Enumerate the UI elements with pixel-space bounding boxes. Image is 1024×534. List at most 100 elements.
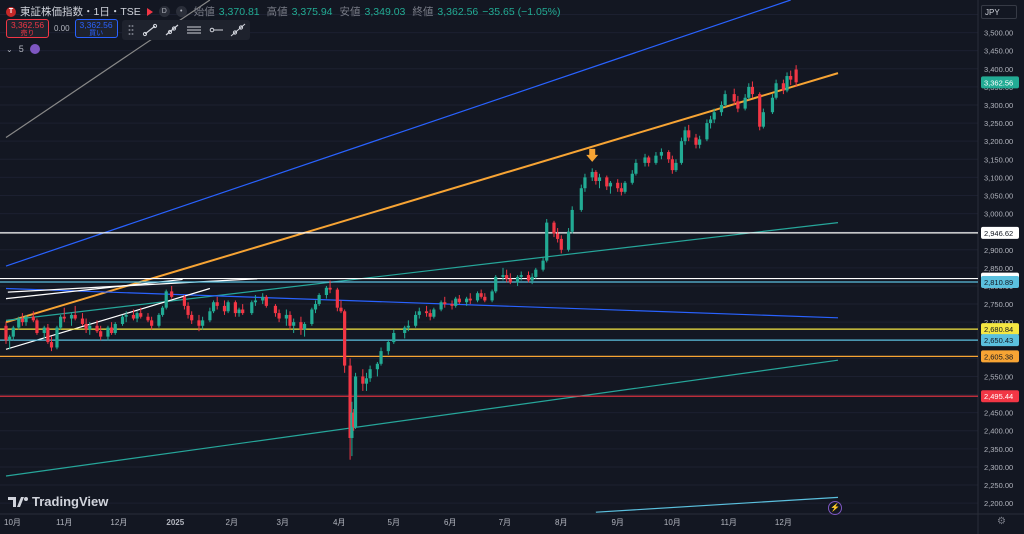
flag-icon[interactable] xyxy=(146,7,153,16)
price-label-text: 2,946.62 xyxy=(984,229,1013,238)
candle-body xyxy=(541,260,545,270)
horizontal-ray-icon[interactable] xyxy=(208,22,224,38)
change-value: −35.65 (−1.05%) xyxy=(482,5,561,18)
price-tick-label: 3,250.00 xyxy=(984,119,1013,128)
candle-body xyxy=(654,155,658,163)
price-label-badge xyxy=(981,390,1019,403)
candle-body xyxy=(501,275,505,277)
trendline xyxy=(5,287,211,350)
candle-body xyxy=(468,298,472,301)
candle-body xyxy=(392,333,396,343)
time-tick-label: 7月 xyxy=(499,518,511,527)
candle-body xyxy=(160,307,165,315)
candle-body xyxy=(62,316,66,319)
candle-body xyxy=(352,412,356,428)
time-tick-label: 10月 xyxy=(4,518,21,527)
candle-body xyxy=(643,157,647,163)
candle-body xyxy=(343,311,347,366)
candle-body xyxy=(375,363,379,370)
time-tick-label: 11月 xyxy=(721,518,737,527)
candle-body xyxy=(556,233,560,239)
candle-body xyxy=(348,365,352,438)
trade-panel: 3,362.56 売り 0.00 3,362.56 買い xyxy=(6,19,118,38)
candle-body xyxy=(99,331,103,337)
candle-body xyxy=(630,173,634,183)
candle-body xyxy=(197,320,201,326)
time-tick-label: 2月 xyxy=(226,518,238,527)
drag-handle-icon[interactable] xyxy=(126,22,136,38)
currency-select[interactable]: JPY xyxy=(981,5,1017,19)
chevron-down-icon[interactable]: ⌄ xyxy=(6,44,13,54)
candle-body xyxy=(406,325,410,328)
candle-body xyxy=(526,275,531,281)
indicator-icon[interactable] xyxy=(29,44,40,54)
candle-body xyxy=(233,302,237,314)
candle-body xyxy=(583,177,587,189)
price-label-text: 3,362.56 xyxy=(984,78,1013,87)
candle-body xyxy=(659,152,664,156)
candle-body xyxy=(113,323,117,334)
candle-body xyxy=(35,320,39,334)
extended-line-icon[interactable] xyxy=(230,22,246,38)
indicator-count[interactable]: 5 xyxy=(18,44,24,54)
candle-body xyxy=(164,291,168,308)
close-value: 3,362.56 xyxy=(437,5,479,18)
candle-body xyxy=(190,314,194,321)
candle-body xyxy=(361,376,365,384)
candle-body xyxy=(226,302,230,312)
parallel-channel-icon[interactable] xyxy=(186,22,202,38)
candle-body xyxy=(131,314,136,319)
candle-body xyxy=(712,112,716,120)
sell-button[interactable]: 3,362.56 売り xyxy=(6,19,49,38)
candle-body xyxy=(277,313,281,319)
candle-body xyxy=(534,269,538,277)
low-value: 3,349.03 xyxy=(364,5,406,18)
candle-body xyxy=(24,316,28,323)
candle-body xyxy=(619,188,623,192)
ray-icon[interactable] xyxy=(164,22,180,38)
price-tick-label: 3,100.00 xyxy=(984,173,1013,182)
price-tick-label: 2,700.00 xyxy=(984,318,1013,327)
options-dot-icon[interactable]: • xyxy=(175,6,187,17)
candle-body xyxy=(723,94,727,105)
price-label-badge xyxy=(981,323,1019,336)
candle-body xyxy=(508,278,512,283)
candle-body xyxy=(457,298,461,303)
trend-line-icon[interactable] xyxy=(142,22,158,38)
candle-body xyxy=(284,314,288,319)
candle-body xyxy=(353,376,358,428)
time-tick-label: 6月 xyxy=(444,518,456,527)
time-tick-label: 12月 xyxy=(110,518,127,527)
high-label: 高値 xyxy=(266,6,288,18)
symbol-title[interactable]: 東証株価指数・1日・TSE xyxy=(20,6,141,18)
lightning-icon[interactable]: ⚡ xyxy=(828,501,842,515)
price-axis: 2,200.00 2,250.00 2,300.00 2,350.00 2,400.00… xyxy=(981,10,1019,508)
candle-body xyxy=(17,318,21,328)
buy-button[interactable]: 3,362.56 買い xyxy=(74,19,118,38)
price-label-text: 2,650.43 xyxy=(984,336,1013,345)
candle-body xyxy=(428,313,432,317)
price-label-badge xyxy=(981,76,1019,89)
candle-body xyxy=(403,327,407,334)
tradingview-logo: TradingView xyxy=(8,494,108,509)
candle-body xyxy=(608,182,613,187)
gear-icon[interactable]: ⚙ xyxy=(997,516,1006,527)
indicator-badge[interactable]: D xyxy=(158,6,170,17)
candle-body xyxy=(170,291,174,297)
candle-body xyxy=(139,313,143,317)
candle-body xyxy=(519,275,523,277)
candle-body xyxy=(450,304,454,306)
candle-body xyxy=(552,222,556,234)
price-label-badge xyxy=(981,334,1019,347)
candle-body xyxy=(475,293,480,301)
candle-body xyxy=(732,94,736,102)
price-label-text: 2,680.84 xyxy=(984,325,1013,334)
indicator-row: ⌄ 5 xyxy=(6,44,40,54)
brand-name: TradingView xyxy=(32,494,109,509)
price-tick-label: 3,500.00 xyxy=(984,29,1013,38)
candle-body xyxy=(530,276,534,281)
price-tick-label: 2,200.00 xyxy=(984,499,1013,508)
symbol-logo-icon: T xyxy=(6,6,16,17)
candle-body xyxy=(237,309,241,314)
